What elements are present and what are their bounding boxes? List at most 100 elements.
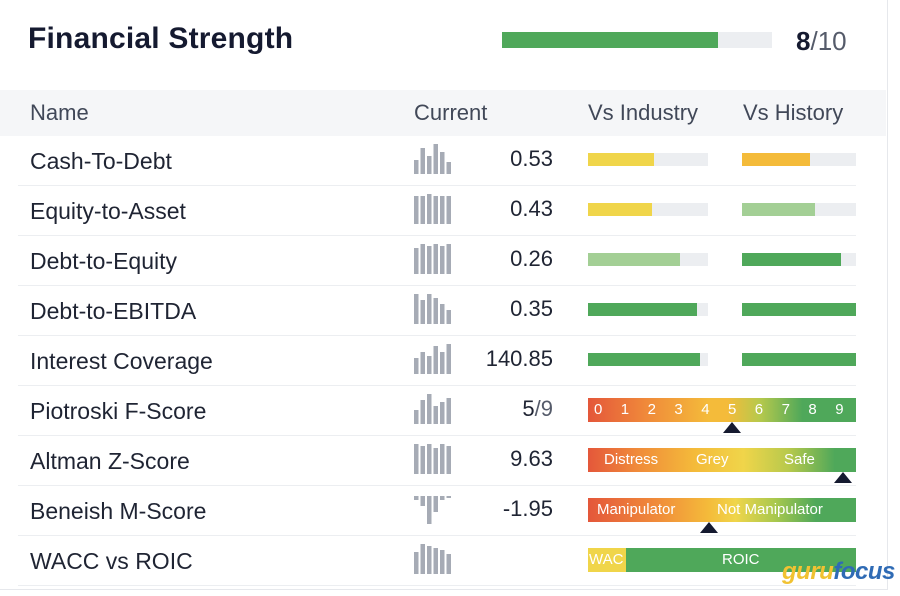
vs-industry-bar[interactable]: [588, 153, 708, 166]
beneish-scale[interactable]: Manipulator Not Manipulator: [588, 498, 856, 522]
vs-industry-fill: [588, 253, 681, 266]
score-bar: [502, 32, 772, 48]
sparkline-bar: [440, 152, 445, 174]
score-max: /10: [810, 26, 847, 56]
vs-history-bar[interactable]: [742, 353, 856, 366]
sparkline-bar: [427, 394, 432, 424]
sparkline-bar: [427, 356, 432, 374]
vs-industry-bar[interactable]: [588, 253, 708, 266]
metric-current-main: 0.35: [510, 296, 553, 321]
table-row[interactable]: Debt-to-EBITDA 0.35: [18, 286, 856, 336]
sparkline-bar: [446, 344, 451, 374]
card-title: Financial Strength: [28, 22, 294, 55]
sparkline-bar: [440, 444, 445, 474]
sparkline-bar: [420, 148, 425, 174]
sparkline-bar: [414, 160, 419, 174]
table-header: Name Current Vs Industry Vs History: [0, 90, 886, 136]
sparkline-bar: [440, 304, 445, 324]
col-name[interactable]: Name: [30, 100, 89, 125]
sparkline-bar: [440, 196, 445, 224]
metric-name[interactable]: Debt-to-Equity: [30, 248, 178, 274]
table-row[interactable]: WACC vs ROIC WAC ROIC: [18, 536, 856, 586]
sparkline-bar: [440, 402, 445, 424]
piotroski-scale-number: 1: [620, 401, 630, 418]
altman-zone-label: Safe: [784, 451, 815, 468]
logo-part-guru: guru: [782, 558, 834, 585]
metric-name[interactable]: Piotroski F-Score: [30, 398, 207, 424]
wacc-roic-bar[interactable]: WAC ROIC: [588, 548, 856, 572]
sparkline-icon[interactable]: [414, 342, 454, 374]
col-current[interactable]: Current: [414, 100, 488, 125]
sparkline-bar: [427, 156, 432, 174]
sparkline-icon[interactable]: [414, 492, 454, 524]
sparkline-bar: [440, 550, 445, 574]
metric-name[interactable]: Debt-to-EBITDA: [30, 298, 197, 324]
metric-name[interactable]: Cash-To-Debt: [30, 148, 172, 174]
sparkline-bar: [414, 552, 419, 574]
vs-industry-bar[interactable]: [588, 353, 708, 366]
altman-scale[interactable]: Distress Grey Safe: [588, 448, 856, 472]
sparkline-bar: [420, 196, 425, 224]
metric-name[interactable]: WACC vs ROIC: [30, 548, 193, 574]
metric-current-value: 0.53: [510, 146, 553, 172]
vs-history-bar[interactable]: [742, 153, 856, 166]
score-bar-fill: [502, 32, 718, 48]
sparkline-bar: [433, 548, 438, 574]
vs-history-bar[interactable]: [742, 303, 856, 316]
sparkline-bar: [446, 244, 451, 274]
table-row[interactable]: Cash-To-Debt 0.53: [18, 136, 856, 186]
table-row[interactable]: Debt-to-Equity 0.26: [18, 236, 856, 286]
wacc-label: WAC: [589, 551, 624, 568]
piotroski-scale-number: 3: [674, 401, 683, 418]
beneish-marker-icon: [699, 522, 718, 533]
metric-current-value: 0.35: [510, 296, 553, 322]
sparkline-icon[interactable]: [414, 542, 454, 574]
table-row[interactable]: Beneish M-Score -1.95 Manipulator Not Man…: [18, 486, 856, 536]
sparkline-icon[interactable]: [414, 192, 454, 224]
col-vs-industry[interactable]: Vs Industry: [588, 100, 699, 125]
table-row[interactable]: Equity-to-Asset 0.43: [18, 186, 856, 236]
sparkline-bar: [446, 196, 451, 224]
vs-history-fill: [742, 353, 856, 366]
vs-history-bar[interactable]: [742, 253, 856, 266]
sparkline-bar: [420, 352, 425, 374]
metric-current-value: 9.63: [510, 446, 553, 472]
metric-current-main: 5: [522, 396, 535, 421]
vs-industry-fill: [588, 353, 700, 366]
sparkline-icon[interactable]: [414, 392, 454, 424]
vs-industry-fill: [588, 153, 654, 166]
vs-history-bar[interactable]: [742, 203, 856, 216]
sparkline-bar: [440, 246, 445, 274]
sparkline-bar: [414, 196, 419, 224]
piotroski-scale-number: 6: [754, 401, 764, 418]
metric-current-value: -1.95: [503, 496, 553, 522]
sparkline-bar: [427, 444, 432, 474]
sparkline-bar: [446, 310, 451, 324]
metric-name[interactable]: Interest Coverage: [30, 348, 213, 374]
sparkline-bar: [427, 496, 432, 524]
metric-current-main: 140.85: [485, 346, 553, 371]
col-vs-history[interactable]: Vs History: [743, 100, 844, 125]
sparkline-bar: [420, 400, 425, 424]
sparkline-bar: [420, 244, 425, 274]
metric-current-main: 0.26: [510, 246, 553, 271]
sparkline-bar: [427, 194, 432, 224]
sparkline-bar: [433, 298, 438, 324]
table-row[interactable]: Interest Coverage 140.85: [18, 336, 856, 386]
sparkline-icon[interactable]: [414, 442, 454, 474]
sparkline-icon[interactable]: [414, 292, 454, 324]
metric-name[interactable]: Beneish M-Score: [30, 498, 207, 524]
table-row[interactable]: Altman Z-Score 9.63 Distress Grey Safe: [18, 436, 856, 486]
metric-current-value: 5/9: [522, 396, 553, 422]
vs-industry-fill: [588, 203, 652, 216]
piotroski-scale-number: 4: [701, 401, 710, 418]
vs-industry-bar[interactable]: [588, 303, 708, 316]
vs-industry-bar[interactable]: [588, 203, 708, 216]
sparkline-icon[interactable]: [414, 242, 454, 274]
altman-zone-label: Grey: [696, 451, 729, 468]
metric-name[interactable]: Equity-to-Asset: [30, 198, 186, 224]
metric-name[interactable]: Altman Z-Score: [30, 448, 190, 474]
sparkline-icon[interactable]: [414, 142, 454, 174]
